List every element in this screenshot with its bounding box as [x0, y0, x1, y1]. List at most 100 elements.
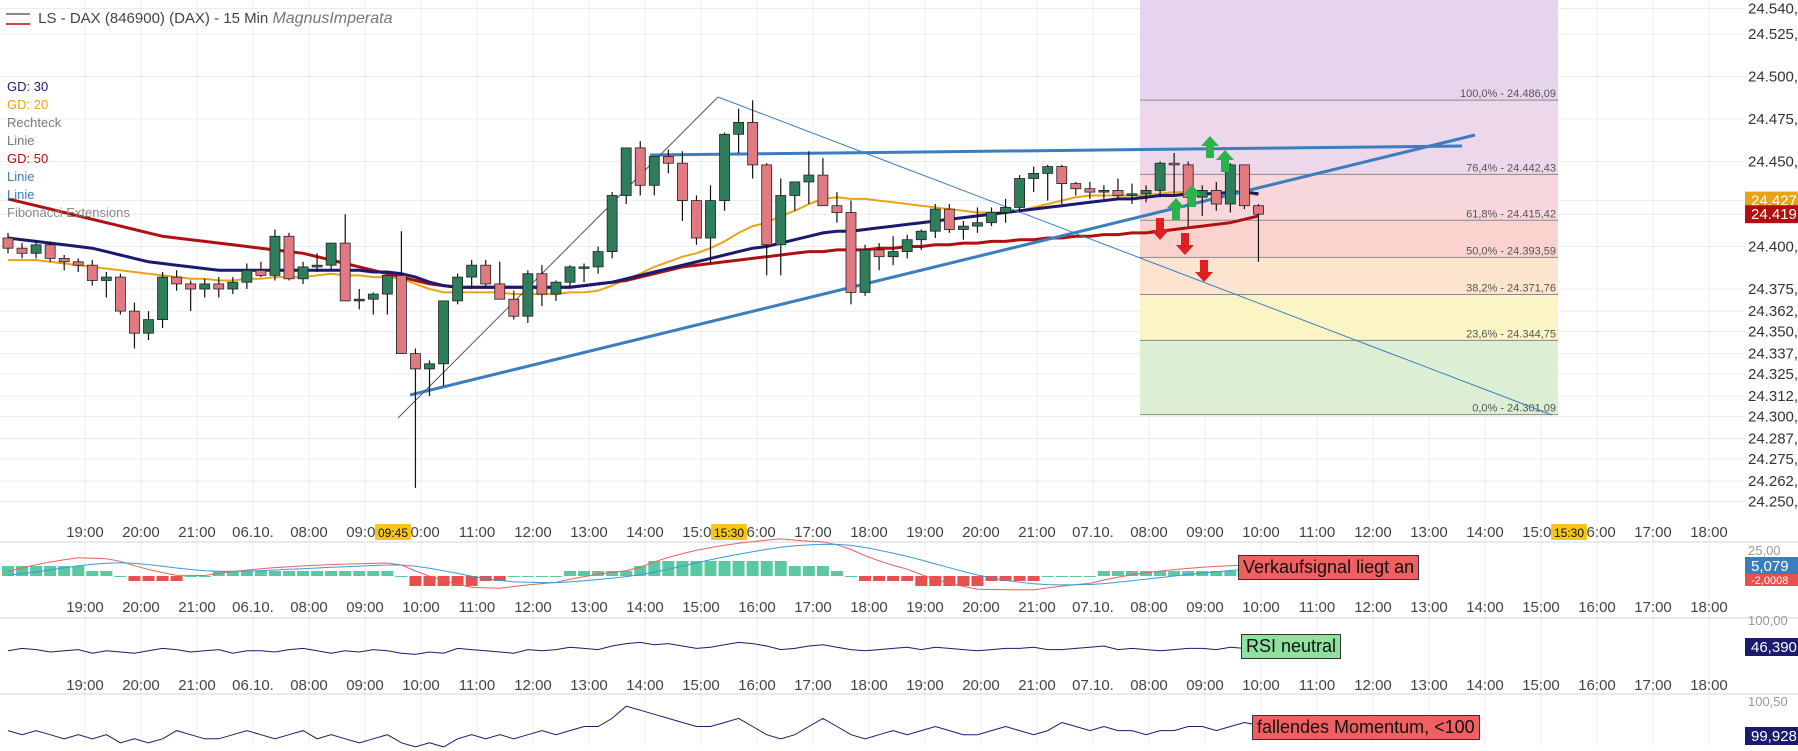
legend-item-rechteck[interactable]: Rechteck	[7, 115, 62, 130]
macd-bar	[802, 566, 815, 576]
macd-bar	[353, 571, 366, 576]
macd-bar	[1224, 571, 1237, 576]
candle-bull	[929, 208, 941, 232]
price-tick-label: 24.525,	[1748, 26, 1798, 43]
macd-bar	[128, 576, 141, 581]
macd-bar	[1097, 571, 1110, 576]
ma50-line	[7, 197, 1259, 289]
macd-bar	[957, 576, 970, 586]
macd-bar	[549, 576, 562, 577]
time-tick-label: 09:00	[346, 599, 384, 616]
time-tick-label: 13:00	[1410, 599, 1448, 616]
fib-level-label: 61,8% - 24.415,42	[1466, 208, 1556, 220]
time-badge	[375, 524, 411, 540]
macd-bar	[564, 571, 576, 576]
time-tick-label: 08:00	[290, 599, 328, 616]
candle-bull	[353, 298, 365, 302]
macd-bar	[887, 576, 900, 581]
time-tick-label: 11:00	[459, 677, 495, 694]
time-tick-label: 16:00	[1578, 677, 1616, 694]
candle-bull	[705, 200, 716, 239]
candle-bull	[1014, 178, 1025, 208]
candle-bear	[943, 208, 955, 230]
time-tick-label: 10:00	[1242, 677, 1280, 694]
time-tick-label: 09:00	[1186, 524, 1224, 541]
candle-bear	[339, 242, 351, 302]
candle-bear	[410, 353, 421, 370]
candle-bull	[1000, 206, 1011, 213]
candle-bear	[1253, 205, 1264, 215]
macd-bar	[999, 576, 1012, 581]
legend-item-fibonacci[interactable]: Fibonacci Extensions	[7, 205, 130, 220]
candle-bear	[1112, 189, 1124, 196]
macd-bar	[395, 576, 408, 577]
candle-bull	[269, 235, 281, 276]
candle-bear	[16, 247, 28, 254]
time-tick-label: 19:00	[906, 524, 944, 541]
macd-signal-label: Verkaufsignal liegt an	[1238, 555, 1420, 580]
candle-bear	[185, 283, 197, 290]
time-tick-label: 17:00	[794, 524, 832, 541]
macd-bar	[1041, 576, 1054, 577]
macd-bar	[100, 571, 113, 576]
macd-bar	[367, 571, 380, 576]
time-tick-label: 10:00	[402, 524, 440, 541]
macd-bar	[606, 571, 619, 576]
indicator-legend: GD: 30 GD: 20 Rechteck Linie GD: 50 Lini…	[7, 78, 130, 222]
candle-bull	[550, 281, 562, 295]
momentum-top-label: 100,50	[1748, 694, 1788, 709]
candle-bear	[86, 264, 98, 281]
price-axis-bg	[1745, 0, 1798, 751]
ma30-line	[7, 190, 1259, 289]
macd-bar	[760, 561, 773, 576]
fib-level-label: 50,0% - 24.393,59	[1466, 245, 1556, 257]
time-tick-label: 15:00	[682, 599, 720, 616]
time-tick-label: 19:00	[66, 677, 104, 694]
fib-zone	[1140, 174, 1558, 221]
fib-zone	[1140, 340, 1558, 415]
time-tick-label: 13:00	[570, 677, 608, 694]
macd-bar	[58, 566, 71, 576]
legend-item-gd50[interactable]: GD: 50	[7, 151, 49, 166]
legend-item-gd30[interactable]: GD: 30	[7, 79, 49, 94]
buy-arrow	[1201, 136, 1219, 158]
macd-bar	[381, 571, 394, 576]
time-badge-label: 15:30	[1554, 526, 1584, 540]
macd-bar	[1168, 571, 1181, 576]
macd-bar	[1210, 571, 1223, 576]
legend-item-gd20[interactable]: GD: 20	[7, 97, 49, 112]
candle-bull	[199, 283, 211, 290]
candle-bull	[719, 133, 730, 202]
time-tick-label: 17:00	[1634, 599, 1672, 616]
candle-bull	[452, 276, 464, 302]
candle-bull	[578, 266, 590, 269]
time-tick-label: 20:00	[122, 524, 160, 541]
macd-bar	[1083, 576, 1096, 577]
candle-bull	[325, 242, 337, 266]
price-badge	[1745, 205, 1798, 224]
legend-item-linie-blue[interactable]: Linie	[7, 169, 35, 184]
legend-item-linie[interactable]: Linie	[7, 133, 35, 148]
candle-bear	[817, 174, 829, 207]
time-tick-label: 21:00	[1018, 524, 1056, 541]
price-tick-label: 24.375,	[1748, 281, 1798, 298]
macd-bar	[634, 566, 647, 576]
fib-zone	[1140, 257, 1558, 295]
candle-bull	[620, 147, 632, 196]
macd-bar	[184, 576, 197, 577]
time-tick-label: 11:00	[1299, 599, 1335, 616]
legend-item-linie-blue-2[interactable]: Linie	[7, 187, 35, 202]
time-tick-label: 21:00	[178, 677, 216, 694]
time-tick-label: 14:00	[1466, 599, 1504, 616]
sell-arrow	[1176, 233, 1194, 255]
time-tick-label: 18:00	[850, 599, 888, 616]
macd-bar	[283, 571, 295, 576]
fib-zone	[1140, 294, 1558, 341]
time-badge	[711, 524, 747, 540]
price-tick-label: 24.450,	[1748, 154, 1798, 171]
macd-bar	[1013, 576, 1026, 581]
macd-bar	[268, 571, 281, 576]
candle-bear	[691, 200, 702, 239]
